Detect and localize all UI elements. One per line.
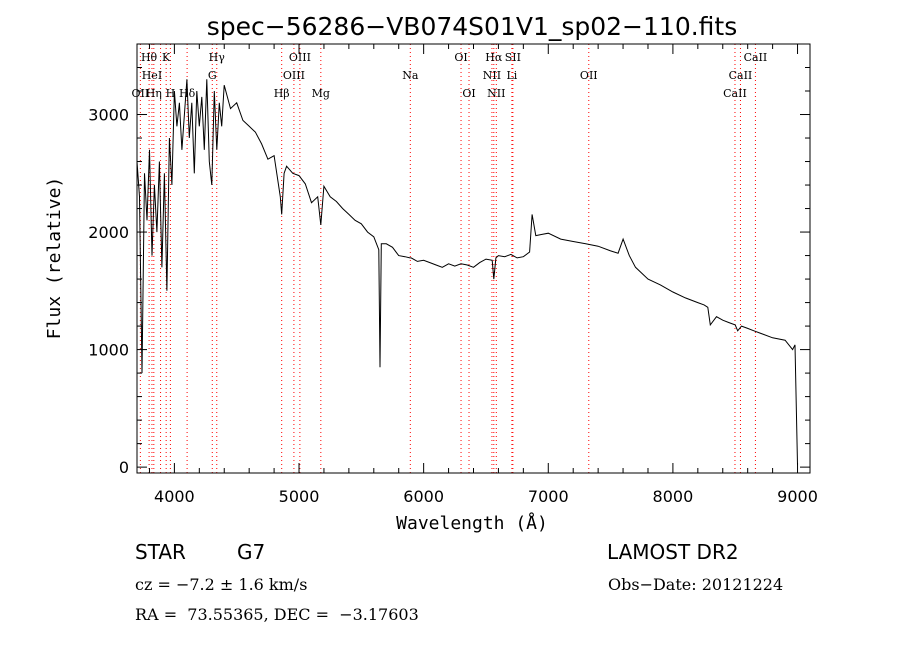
line-label-23: CaII	[729, 69, 753, 82]
line-label-14: OI	[454, 51, 467, 64]
obs-date-text: Obs−Date: 20121224	[608, 575, 784, 594]
y-tick-label-0: 0	[119, 458, 129, 477]
line-label-20: Li	[506, 69, 517, 82]
line-label-16: Hα	[485, 51, 503, 64]
spectrum-line	[136, 79, 798, 465]
line-label-9: Hβ	[274, 87, 290, 100]
line-label-21: OII	[580, 69, 598, 82]
x-tick-label-3: 7000	[528, 487, 569, 506]
line-label-12: Mg	[312, 87, 330, 100]
x-axis-label: Wavelength (Å)	[396, 512, 548, 534]
line-label-15: OI	[462, 87, 475, 100]
y-axis: 0 1000 2000 3000	[88, 67, 810, 477]
x-tick-label-1: 5000	[279, 487, 320, 506]
line-label-0: Hθ	[141, 51, 158, 64]
x-tick-label-4: 8000	[653, 487, 694, 506]
line-label-11: OIII	[283, 69, 305, 82]
plot-frame	[136, 43, 811, 474]
y-tick-label-2: 2000	[88, 223, 129, 242]
line-label-4: K	[162, 51, 171, 64]
object-class: STAR	[135, 540, 186, 564]
x-tick-label-0: 4000	[154, 487, 195, 506]
line-label-13: Na	[402, 69, 419, 82]
line-label-19: NII	[487, 87, 505, 100]
y-tick-label-3: 3000	[88, 106, 129, 125]
survey-name: LAMOST DR2	[607, 540, 739, 564]
x-tick-label-2: 6000	[403, 487, 444, 506]
object-subclass: G7	[237, 540, 266, 564]
line-label-17: SII	[505, 51, 521, 64]
spectral-line-markers	[139, 44, 756, 473]
y-tick-label-1: 1000	[88, 341, 129, 360]
y-axis-label: Flux (relative)	[44, 177, 65, 340]
line-label-8: G	[208, 69, 217, 82]
line-label-18: NII	[483, 69, 501, 82]
line-label-2: HeI	[142, 69, 162, 82]
redshift-text: cz = −7.2 ± 1.6 km/s	[135, 575, 308, 594]
line-label-1: OII	[132, 87, 150, 100]
coordinates-text: RA = 73.55365, DEC = −3.17603	[135, 605, 419, 624]
line-label-5: H	[166, 87, 176, 100]
line-label-10: OIII	[289, 51, 311, 64]
line-label-22: CaII	[744, 51, 768, 64]
x-axis: 4000 5000 6000 7000 8000 9000	[148, 44, 818, 506]
line-label-7: Hγ	[209, 51, 226, 64]
line-label-3: Hη	[146, 87, 162, 100]
line-label-24: CaII	[723, 87, 747, 100]
x-tick-label-5: 9000	[777, 487, 818, 506]
chart-title: spec−56286−VB074S01V1_sp02−110.fits	[207, 12, 738, 41]
